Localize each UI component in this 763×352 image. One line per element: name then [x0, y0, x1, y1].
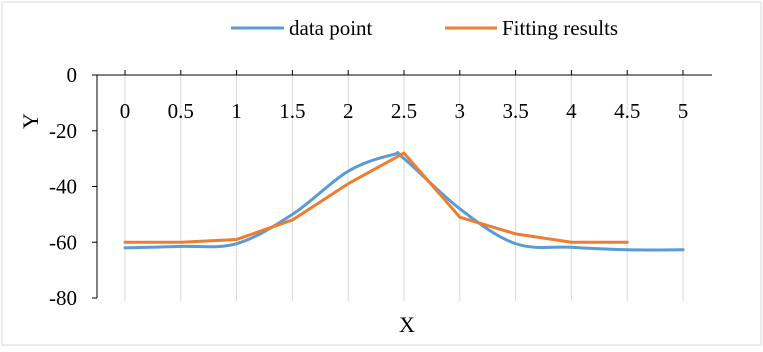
x-tick-label: 5 — [678, 99, 689, 123]
y-tick-label: -20 — [49, 119, 77, 143]
x-tick-label: 0.5 — [168, 99, 194, 123]
x-tick-label: 0 — [120, 99, 131, 123]
x-tick-label: 3 — [455, 99, 466, 123]
x-tick-label: 3.5 — [502, 99, 528, 123]
series-line-fitting-results — [123, 151, 629, 244]
axes — [92, 70, 712, 299]
x-tick-label: 2 — [343, 99, 354, 123]
y-tick-labels: 0 -20 -40 -60 -80 — [49, 63, 77, 310]
x-axis-title: X — [399, 312, 415, 337]
legend: data point Fitting results — [231, 16, 618, 40]
y-tick-label: -80 — [49, 286, 77, 310]
y-tick-label: 0 — [67, 63, 78, 87]
x-tick-labels: 0 0.5 1 1.5 2 2.5 3 3.5 4 4.5 5 — [120, 99, 689, 123]
x-tick-label: 1.5 — [279, 99, 305, 123]
x-tick-label: 4.5 — [614, 99, 640, 123]
chart-border — [1, 1, 762, 346]
y-axis-title: Y — [18, 113, 43, 129]
legend-label-fitting-results: Fitting results — [502, 16, 618, 40]
legend-label-data-point: data point — [289, 16, 373, 40]
gridlines — [124, 75, 684, 301]
y-tick-label: -40 — [49, 175, 77, 199]
y-tick-label: -60 — [49, 230, 77, 254]
x-tick-label: 4 — [566, 99, 577, 123]
series-layer — [123, 151, 685, 252]
x-tick-label: 2.5 — [391, 99, 417, 123]
series-line-data-point — [123, 151, 685, 252]
x-tick-label: 1 — [231, 99, 242, 123]
